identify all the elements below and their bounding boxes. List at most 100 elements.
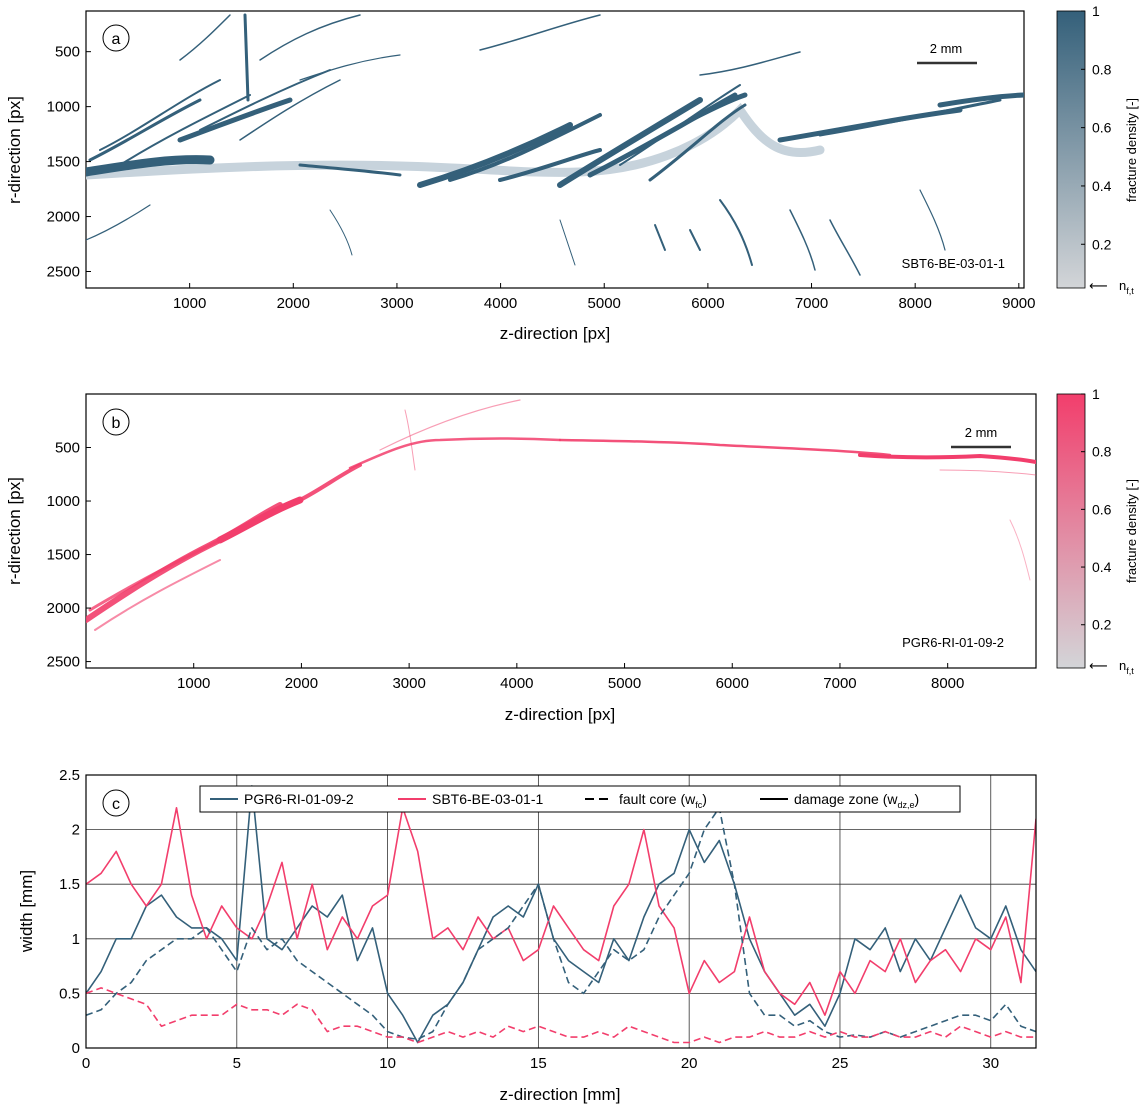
panel-c-xtick-label: 25 — [832, 1055, 849, 1072]
panel-b: 2 mm PGR6-RI-01-09-2 b 1000 2000 3000 4000 5… — [5, 386, 1139, 724]
panel-a-ytick-label: 500 — [55, 44, 80, 61]
panel-b-ytick-label: 2500 — [47, 654, 80, 671]
panel-b-xtick-label: 8000 — [931, 675, 964, 692]
panel-b-xtick-label: 7000 — [823, 675, 856, 692]
panel-a-xtick-label: 7000 — [795, 295, 828, 312]
panel-b-scalebar-label: 2 mm — [965, 425, 998, 440]
panel-b-xtick-label: 5000 — [608, 675, 641, 692]
panel-c-letter: c — [102, 789, 130, 817]
panel-a-colorbar-threshold-label: nf,t — [1119, 278, 1134, 296]
panel-b-colorbar-threshold-label: nf,t — [1119, 658, 1134, 676]
panel-c-ytick-label: 0.5 — [59, 985, 80, 1002]
panel-a-xtick-label: 9000 — [1002, 295, 1035, 312]
panel-c-legend: PGR6-RI-01-09-2 SBT6-BE-03-01-1 fault core… — [199, 785, 961, 813]
fault-core-gray-band — [86, 102, 825, 180]
panel-b-colorbar: 0.2 0.4 0.6 0.8 1 ⟵ nf,t fracture density [-] — [1056, 386, 1139, 676]
panel-a-colorbar-tick-label: 0.2 — [1092, 236, 1112, 252]
panel-a-colorbar-tick-label: 0.4 — [1092, 178, 1112, 194]
panel-b-colorbar-tick-label: 0.6 — [1092, 501, 1112, 517]
panel-c-ylabel: width [mm] — [17, 870, 36, 953]
panel-a-xtick-label: 2000 — [277, 295, 310, 312]
panel-b-colorbar-tick-label: 0.4 — [1092, 559, 1112, 575]
panel-b-letter-text: b — [112, 415, 121, 432]
panel-a: 2 mm SBT6-BE-03-01-1 a 1000 2000 3000 4000 5… — [5, 3, 1139, 343]
panel-a-colorbar-tick-label: 0.8 — [1092, 61, 1112, 77]
panel-c-ytick-label: 2 — [72, 822, 80, 839]
panel-b-xtick-label: 4000 — [500, 675, 533, 692]
panel-c-xtick-label: 15 — [530, 1055, 547, 1072]
panel-a-xtick-label: 3000 — [380, 295, 413, 312]
damage-zone-fractures — [86, 13, 1024, 276]
panel-c-frame — [86, 775, 1036, 1048]
panel-a-colorbar-tick-label: 1 — [1092, 3, 1100, 19]
panel-a-letter: a — [102, 24, 130, 52]
panel-b-ytick-label: 1500 — [47, 547, 80, 564]
panel-a-colorbar-label: fracture density [-] — [1124, 98, 1139, 202]
panel-a-fracture-image — [86, 13, 1024, 276]
panel-b-fracture-image — [86, 399, 1036, 631]
legend-label: fault core (wfc) — [619, 791, 707, 810]
panel-a-colorbar-threshold-arrow: ⟵ — [1089, 278, 1108, 293]
panel-a-ytick-label: 1000 — [47, 99, 80, 116]
panel-b-ytick-label: 1000 — [47, 493, 80, 510]
panel-a-xtick-label: 1000 — [173, 295, 206, 312]
panel-a-xtick-label: 4000 — [484, 295, 517, 312]
panel-c-series — [86, 785, 1036, 1044]
panel-c-ytick-label: 1 — [72, 931, 80, 948]
panel-b-colorbar-bar — [1056, 393, 1086, 669]
panel-c-xlabel: z-direction [mm] — [500, 1085, 621, 1104]
panel-a-letter-text: a — [112, 31, 121, 48]
series-line-fault-core-3 — [86, 987, 1036, 1044]
panel-b-letter: b — [102, 408, 130, 436]
panel-b-colorbar-tick-label: 1 — [1092, 386, 1100, 402]
panel-b-ytick-label: 500 — [55, 440, 80, 457]
panel-c-xtick-label: 30 — [982, 1055, 999, 1072]
panel-c-xtick-label: 5 — [233, 1055, 241, 1072]
legend-label: damage zone (wdz,e) — [794, 791, 919, 810]
panel-a-ytick-label: 2500 — [47, 264, 80, 281]
panel-a-xtick-label: 6000 — [691, 295, 724, 312]
legend-label: SBT6-BE-03-01-1 — [432, 791, 543, 807]
panel-b-sample-label: PGR6-RI-01-09-2 — [902, 635, 1004, 650]
panel-a-xtick-label: 8000 — [898, 295, 931, 312]
panel-c-ytick-label: 2.5 — [59, 767, 80, 784]
panel-c-ytick-label: 1.5 — [59, 876, 80, 893]
panel-c-xtick-label: 20 — [681, 1055, 698, 1072]
panel-a-ytick-label: 1500 — [47, 154, 80, 171]
legend-box — [199, 785, 961, 813]
panel-b-xtick-label: 1000 — [177, 675, 210, 692]
panel-a-ytick-label: 2000 — [47, 209, 80, 226]
panel-c-xtick-label: 10 — [379, 1055, 396, 1072]
series-line-fault-core-2 — [86, 806, 1036, 1041]
panel-a-ylabel: r-direction [px] — [5, 96, 24, 204]
panel-c-ytick-label: 0 — [72, 1040, 80, 1057]
panel-a-sample-label: SBT6-BE-03-01-1 — [902, 256, 1005, 271]
panel-b-ylabel: r-direction [px] — [5, 477, 24, 585]
panel-c-letter-text: c — [112, 796, 120, 813]
panel-b-colorbar-tick-label: 0.2 — [1092, 617, 1112, 633]
panel-a-colorbar: 0.2 0.4 0.6 0.8 1 ⟵ nf,t fracture density [-] — [1056, 3, 1139, 296]
panel-a-frame — [85, 10, 1025, 289]
panel-a-scalebar: 2 mm — [917, 41, 977, 65]
panel-a-colorbar-bar — [1056, 10, 1086, 289]
panel-b-xtick-label: 6000 — [716, 675, 749, 692]
panel-b-ytick-label: 2000 — [47, 600, 80, 617]
panel-b-xlabel: z-direction [px] — [505, 705, 616, 724]
damage-zone-fractures — [86, 399, 1036, 631]
panel-b-colorbar-tick-label: 0.8 — [1092, 444, 1112, 460]
panel-c: 0 5 10 15 20 25 30 0 0.5 1 1.5 2 2.5 c PGR6-RI-01-09… — [17, 767, 1037, 1104]
legend-label: PGR6-RI-01-09-2 — [244, 791, 354, 807]
panel-c-xtick-label: 0 — [82, 1055, 90, 1072]
series-line-damage-zone-0 — [86, 785, 1036, 1044]
panel-b-xtick-label: 3000 — [392, 675, 425, 692]
panel-a-scalebar-label: 2 mm — [930, 41, 963, 56]
series-line-damage-zone-1 — [86, 806, 1036, 1017]
panel-b-colorbar-threshold-arrow: ⟵ — [1089, 658, 1108, 673]
panel-b-colorbar-label: fracture density [-] — [1124, 479, 1139, 583]
panel-b-scalebar: 2 mm — [951, 425, 1011, 449]
panel-a-xlabel: z-direction [px] — [500, 324, 611, 343]
panel-b-xtick-label: 2000 — [285, 675, 318, 692]
panel-b-frame — [85, 393, 1037, 669]
panel-a-colorbar-tick-label: 0.6 — [1092, 120, 1112, 136]
